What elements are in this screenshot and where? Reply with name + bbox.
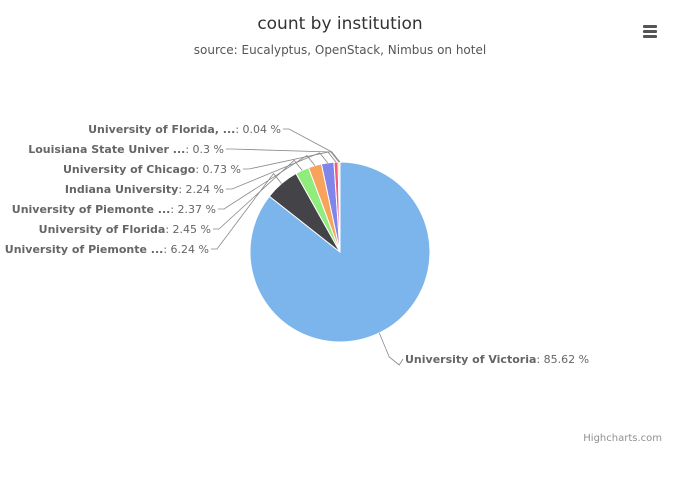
label-connector: [226, 152, 328, 190]
chart-title: count by institution: [257, 14, 423, 34]
label-connector: [243, 151, 337, 170]
label-connector: [378, 332, 404, 366]
chart-subtitle: source: Eucalyptus, OpenStack, Nimbus on…: [193, 43, 487, 57]
slice-label: University of Chicago: 0.73 %: [63, 163, 241, 176]
slice-label: University of Piemonte ...: 2.37 %: [12, 203, 216, 216]
label-connector: [213, 159, 303, 230]
hamburger-menu-icon[interactable]: [638, 20, 662, 42]
slice-label: Indiana University: 2.24 %: [65, 183, 224, 196]
label-connector: [283, 128, 341, 163]
slice-label: University of Florida: 2.45 %: [39, 223, 211, 236]
slice-label: University of Florida, ...: 0.04 %: [88, 123, 281, 136]
label-connector: [211, 172, 282, 250]
slice-label: University of Piemonte ...: 6.24 %: [5, 243, 209, 256]
slice-label: Louisiana State Univer ...: 0.3 %: [28, 143, 224, 156]
label-connector: [226, 148, 340, 163]
slice-label: University of Victoria: 85.62 %: [405, 353, 589, 366]
credits-link[interactable]: Highcharts.com: [583, 433, 662, 444]
label-connector: [218, 155, 316, 210]
